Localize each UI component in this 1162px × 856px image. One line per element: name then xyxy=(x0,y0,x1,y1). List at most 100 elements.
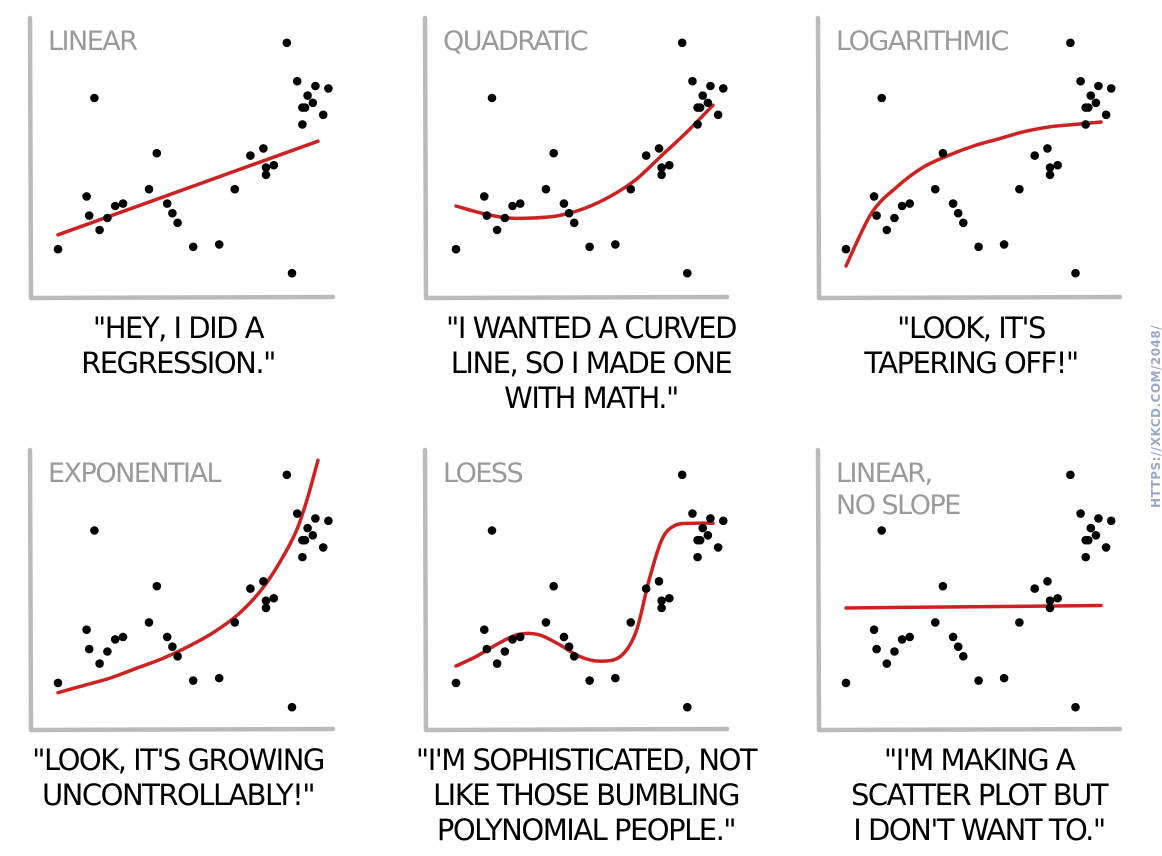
panel-title-quadratic: QUADRATIC xyxy=(443,26,588,57)
data-point xyxy=(246,584,255,593)
data-point xyxy=(95,225,104,235)
data-point xyxy=(872,211,881,220)
data-point xyxy=(938,581,948,591)
data-point xyxy=(869,192,879,201)
data-point xyxy=(482,644,492,654)
panel-title-linear-no-slope-line-1: LINEAR, xyxy=(836,458,932,489)
data-point xyxy=(1066,470,1075,480)
data-point xyxy=(698,91,708,100)
fit-line-quadratic xyxy=(454,103,715,221)
data-point xyxy=(1081,535,1090,545)
data-point xyxy=(311,81,320,91)
data-point xyxy=(641,584,651,593)
data-point xyxy=(492,225,502,235)
data-point xyxy=(1066,38,1075,48)
data-point xyxy=(611,240,620,249)
data-point xyxy=(693,120,702,129)
data-point xyxy=(261,603,271,613)
data-point xyxy=(541,618,551,627)
data-point xyxy=(1086,523,1096,533)
data-point xyxy=(173,218,182,228)
data-point xyxy=(882,225,892,235)
data-point xyxy=(718,84,728,93)
data-point xyxy=(665,593,674,603)
fit-line-linear-no-slope xyxy=(844,603,1103,610)
data-point xyxy=(703,531,713,540)
data-point xyxy=(953,642,963,651)
data-point xyxy=(269,593,279,603)
data-point xyxy=(999,240,1009,249)
data-point xyxy=(693,552,702,562)
panel-title-linear-no-slope-line-2: NO SLOPE xyxy=(836,490,960,521)
data-point xyxy=(308,98,318,108)
data-point xyxy=(162,199,172,208)
data-point xyxy=(677,470,687,480)
data-point xyxy=(999,673,1009,683)
data-point xyxy=(298,103,307,112)
data-point xyxy=(626,184,636,194)
data-point xyxy=(84,644,94,654)
data-point xyxy=(654,144,664,153)
data-point xyxy=(1094,81,1103,91)
data-point xyxy=(1091,531,1101,540)
data-point xyxy=(1043,144,1052,153)
data-point xyxy=(1101,543,1111,552)
data-point xyxy=(657,603,666,613)
caption-exponential-line-1: "LOOK, IT'S GROWING xyxy=(32,743,324,777)
data-point xyxy=(84,211,94,220)
data-point xyxy=(1071,268,1080,278)
data-point xyxy=(282,470,292,480)
data-point xyxy=(559,632,569,642)
data-point xyxy=(230,184,240,194)
data-point xyxy=(683,268,692,278)
data-point xyxy=(515,199,525,208)
data-point xyxy=(479,192,489,201)
data-point xyxy=(118,632,128,642)
data-point xyxy=(564,642,574,651)
data-point xyxy=(318,543,328,552)
data-point xyxy=(110,635,120,644)
data-point xyxy=(451,244,461,254)
caption-quadratic-line-2: LINE, SO I MADE ONE xyxy=(451,346,732,380)
data-point xyxy=(110,201,120,211)
panel-title-logarithmic: LOGARITHMIC xyxy=(836,26,1009,57)
axes-exponential xyxy=(27,447,336,733)
data-point xyxy=(1101,110,1111,120)
data-point xyxy=(974,242,983,252)
data-point xyxy=(82,192,91,201)
data-point xyxy=(259,144,268,153)
data-point xyxy=(298,535,307,545)
data-point xyxy=(718,516,728,526)
data-point xyxy=(706,81,715,91)
data-point xyxy=(287,702,297,712)
data-point xyxy=(713,543,723,552)
axes-linear xyxy=(27,15,336,301)
data-point xyxy=(1081,120,1090,129)
data-point xyxy=(246,151,255,160)
data-point xyxy=(688,509,697,518)
caption-linear-no-slope-line-3: I DON'T WANT TO." xyxy=(853,813,1105,847)
data-point xyxy=(683,702,692,712)
data-point xyxy=(559,199,569,208)
data-point xyxy=(53,678,63,688)
data-point xyxy=(1106,516,1116,526)
fit-line-linear xyxy=(56,139,320,237)
fit-line-exponential xyxy=(56,458,320,695)
data-point xyxy=(1045,603,1055,613)
data-point xyxy=(152,148,162,158)
data-point xyxy=(53,244,63,254)
data-point xyxy=(492,659,502,668)
data-point xyxy=(1053,593,1062,603)
data-point xyxy=(1015,618,1024,627)
data-point xyxy=(144,618,154,627)
data-point xyxy=(657,596,666,605)
data-point xyxy=(261,596,271,605)
data-point xyxy=(188,676,198,685)
data-point xyxy=(188,242,198,252)
caption-linear-no-slope-line-1: "I'M MAKING A xyxy=(884,743,1076,777)
data-point xyxy=(95,659,104,668)
data-point xyxy=(451,678,461,688)
